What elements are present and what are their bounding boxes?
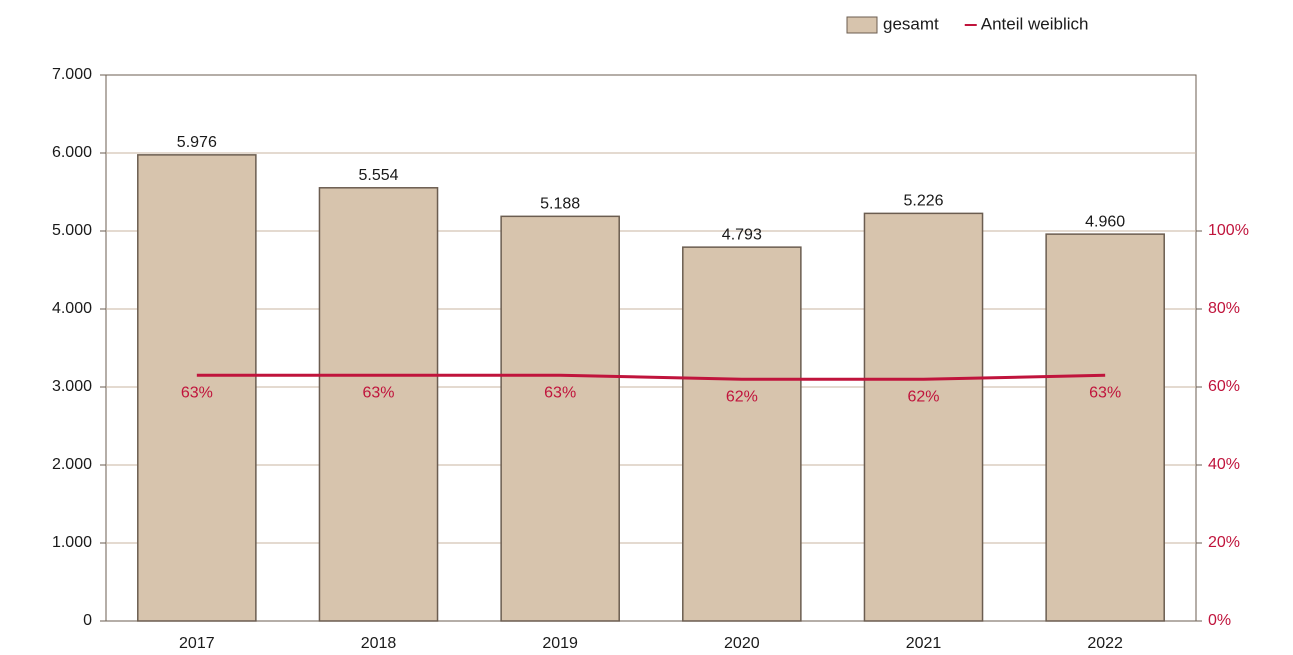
- x-tick-label: 2021: [906, 635, 942, 652]
- bar: [682, 246, 802, 622]
- y-tick-label: 2.000: [52, 456, 92, 473]
- x-tick-label: 2017: [179, 635, 215, 652]
- bar: [863, 212, 984, 622]
- x-tick-label: 2018: [361, 635, 397, 652]
- bar: [137, 154, 257, 622]
- y-tick-label: 5.000: [52, 222, 92, 239]
- data-label: 63%: [362, 385, 394, 402]
- data-label: 63%: [544, 385, 576, 402]
- y-tick-label: 1.000: [52, 534, 92, 551]
- data-label: 5.976: [177, 134, 217, 151]
- data-label: 4.793: [722, 226, 762, 243]
- y2-tick-label: 100%: [1208, 222, 1249, 239]
- x-tick-label: 2020: [724, 635, 760, 652]
- line: [196, 373, 1106, 381]
- data-label: 5.554: [358, 167, 398, 184]
- bar: [1045, 233, 1165, 622]
- data-label: 62%: [726, 388, 758, 405]
- data-label: 5.226: [903, 193, 943, 210]
- y2-tick-label: 40%: [1208, 456, 1240, 473]
- y2-tick-label: 0%: [1208, 612, 1231, 629]
- y2-tick-label: 80%: [1208, 300, 1240, 317]
- y2-tick-label: 60%: [1208, 378, 1240, 395]
- x-tick-label: 2019: [542, 635, 578, 652]
- y-tick-label: 3.000: [52, 378, 92, 395]
- legend-label: gesamt: [883, 14, 939, 33]
- y-tick-label: 7.000: [52, 66, 92, 83]
- y-tick-label: 4.000: [52, 300, 92, 317]
- y-tick-label: 6.000: [52, 144, 92, 161]
- data-label: 62%: [907, 388, 939, 405]
- x-tick-label: 2022: [1087, 635, 1123, 652]
- legend-swatch: [846, 16, 878, 34]
- y2-tick-label: 20%: [1208, 534, 1240, 551]
- data-label: 5.188: [540, 196, 580, 213]
- data-label: 4.960: [1085, 213, 1125, 230]
- plot-area: [105, 74, 1197, 622]
- bar: [500, 215, 620, 622]
- data-label: 63%: [1089, 385, 1121, 402]
- y-tick-label: 0: [83, 612, 92, 629]
- data-label: 63%: [181, 385, 213, 402]
- bar: [318, 187, 439, 622]
- legend-label: Anteil weiblich: [981, 14, 1089, 33]
